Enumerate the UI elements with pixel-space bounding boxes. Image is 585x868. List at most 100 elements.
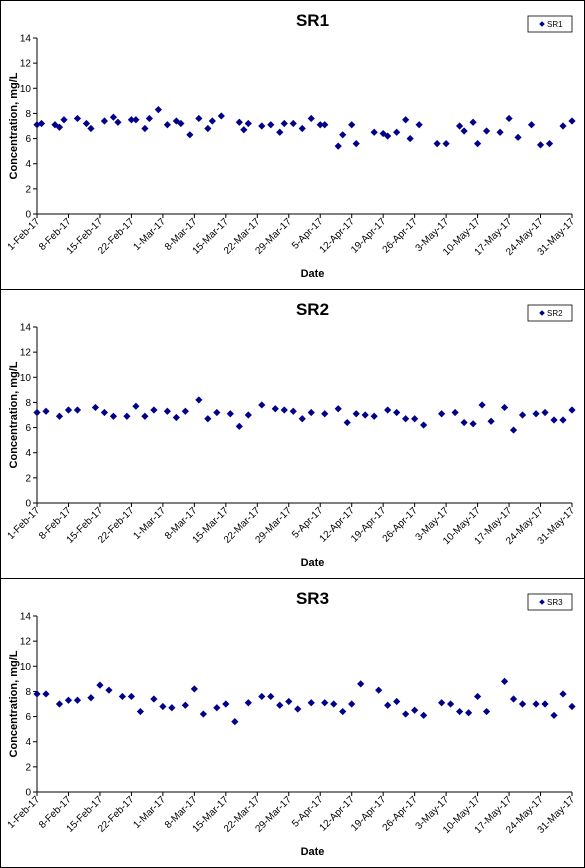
data-point [127, 116, 136, 124]
data-point [163, 407, 171, 415]
y-tick-label: 6 [25, 423, 31, 434]
data-point [352, 140, 360, 148]
data-point [199, 710, 207, 718]
data-point [384, 701, 392, 709]
data-point [186, 131, 194, 139]
x-tick-label: 1-Mar-17 [132, 216, 169, 253]
data-point [298, 415, 306, 423]
data-point [469, 118, 477, 126]
data-point [150, 695, 158, 703]
y-tick-label: 12 [20, 59, 32, 70]
legend-marker [539, 21, 545, 27]
y-tick-label: 2 [25, 473, 31, 484]
data-point [442, 140, 450, 148]
data-point [384, 406, 392, 414]
y-tick-label: 14 [20, 34, 32, 45]
data-point [181, 407, 189, 415]
y-tick-label: 4 [25, 448, 31, 459]
data-point [150, 406, 158, 414]
data-point [213, 704, 221, 712]
data-point [231, 718, 239, 726]
legend-label: SR3 [547, 598, 563, 607]
data-point [473, 140, 482, 148]
data-point [518, 700, 527, 708]
data-point [339, 707, 347, 716]
data-point [393, 128, 401, 136]
y-tick-label: 2 [25, 184, 31, 195]
data-point [267, 121, 275, 129]
data-point [307, 408, 315, 417]
data-point [60, 116, 68, 124]
data-point [393, 408, 401, 417]
data-point [361, 411, 369, 419]
data-point [226, 410, 234, 418]
chart-panel-sr2: SR2 0 2 4 6 8 10 12 14 1-Feb-17 8-Feb-17 15-Feb-17 2… [0, 289, 585, 579]
y-tick-label: 6 [25, 134, 31, 145]
data-point [307, 699, 315, 707]
data-point [505, 114, 513, 123]
data-point [123, 412, 131, 420]
chart-title: SR2 [296, 300, 329, 319]
data-point [469, 420, 477, 428]
chart-sr3: SR3024681012141-Feb-178-Feb-1715-Feb-172… [6, 589, 578, 858]
data-point [235, 118, 243, 126]
y-tick-label: 2 [25, 762, 31, 773]
data-point [258, 692, 266, 701]
y-tick-label: 8 [25, 398, 31, 409]
y-tick-label: 0 [25, 499, 31, 510]
data-point [532, 700, 540, 708]
y-tick-label: 14 [20, 612, 32, 623]
x-tick-label: 1-Feb-17 [6, 794, 43, 831]
y-tick-label: 14 [20, 323, 32, 334]
data-point [280, 119, 288, 128]
data-point [456, 707, 464, 716]
data-point [536, 141, 545, 149]
data-point [240, 126, 248, 134]
data-point [258, 122, 266, 130]
data-point [132, 116, 140, 124]
data-point [204, 415, 212, 423]
data-point [132, 402, 140, 410]
legend-box [527, 304, 573, 322]
data-point [280, 406, 288, 414]
data-point [289, 119, 297, 128]
y-tick-label: 12 [20, 637, 32, 648]
data-point [109, 113, 118, 121]
data-point [118, 692, 127, 701]
data-point [87, 124, 95, 133]
data-point [406, 134, 414, 143]
data-point [87, 694, 95, 702]
chart-panel-sr1: SR1 0 2 4 6 8 10 12 14 1-Feb-17 8-Feb-17 15-Feb-17 2… [0, 0, 585, 290]
data-point [55, 700, 64, 708]
y-axis-title: Concentration, mg/L [8, 72, 20, 179]
data-point [339, 131, 347, 139]
data-point [100, 408, 109, 417]
data-point [217, 112, 225, 120]
y-tick-label: 0 [25, 210, 31, 221]
data-point [559, 416, 567, 424]
data-point [195, 396, 203, 404]
data-point [334, 142, 342, 150]
data-point [482, 707, 491, 716]
data-point [163, 121, 171, 129]
data-point [568, 117, 576, 125]
data-point [496, 128, 504, 136]
data-point [222, 700, 230, 708]
data-point [370, 412, 378, 420]
data-point [42, 407, 50, 415]
data-point [500, 677, 509, 685]
data-point [415, 121, 423, 129]
data-point [276, 128, 284, 136]
data-point [96, 681, 104, 689]
data-point [244, 119, 252, 128]
y-axis-title: Concentration, mg/L [8, 361, 20, 468]
data-point [64, 406, 73, 414]
y-tick-label: 4 [25, 159, 31, 170]
data-point [370, 128, 378, 136]
data-point [447, 700, 455, 708]
legend-box [527, 593, 573, 611]
data-point [271, 405, 279, 413]
data-point [420, 421, 428, 429]
legend-box [527, 15, 573, 33]
data-point [127, 692, 136, 701]
